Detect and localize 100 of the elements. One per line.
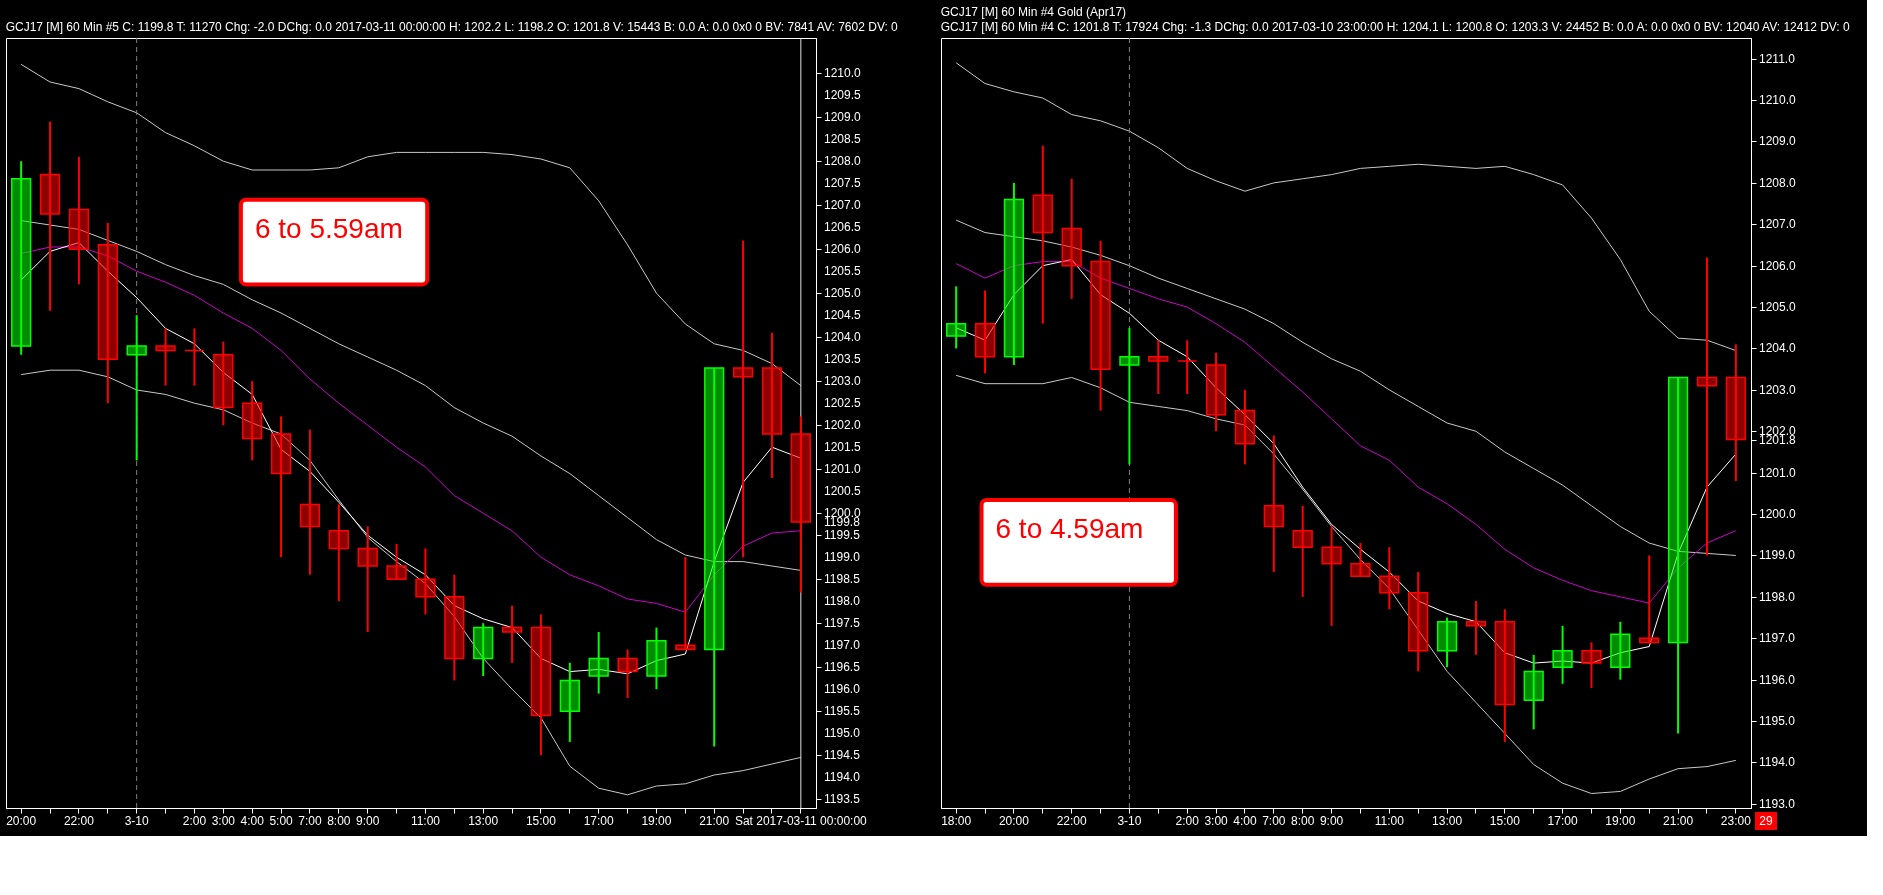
x-tick-label: 17:00 bbox=[1547, 813, 1578, 828]
x-tick-label: 4:00 bbox=[1233, 813, 1257, 828]
x-tick-label: 19:00 bbox=[641, 813, 672, 828]
candlestick bbox=[1494, 608, 1515, 743]
candlestick bbox=[790, 415, 811, 594]
candlestick bbox=[1090, 239, 1111, 412]
x-tick-label: 4:00 bbox=[240, 813, 265, 828]
x-tick-label: 13:00 bbox=[1432, 813, 1463, 828]
x-tick-label: 18:00 bbox=[941, 813, 972, 828]
y-tick-label: 1197.0 bbox=[1759, 631, 1796, 646]
candlestick bbox=[559, 661, 580, 743]
candlestick bbox=[1379, 546, 1400, 611]
y-tick-label: 1204.0 bbox=[824, 330, 862, 345]
y-tick-label: 1208.0 bbox=[824, 154, 862, 169]
y-tick-label: 1200.5 bbox=[824, 484, 862, 499]
candlestick bbox=[588, 631, 609, 695]
candlestick bbox=[1292, 504, 1313, 598]
candlestick bbox=[974, 289, 996, 375]
x-tick-label: 7:00 bbox=[298, 813, 322, 828]
y-tick-label: 1203.0 bbox=[1759, 382, 1797, 397]
candlestick bbox=[646, 626, 667, 691]
line-series bbox=[955, 219, 1737, 556]
candlestick bbox=[184, 327, 205, 387]
y-tick-label: 1194.0 bbox=[824, 770, 861, 785]
x-tick-label: 9:00 bbox=[356, 813, 380, 828]
x-tick-label: 2:00 bbox=[182, 813, 207, 828]
line-series bbox=[955, 62, 1737, 352]
candlestick bbox=[299, 428, 321, 576]
x-tick-label: 11:00 bbox=[1374, 813, 1405, 828]
candlestick bbox=[946, 285, 967, 350]
x-tick-label: 5:00 bbox=[269, 813, 294, 828]
y-tick-label: 1198.5 bbox=[824, 572, 861, 587]
candlestick bbox=[761, 331, 783, 479]
candlestick bbox=[357, 525, 378, 633]
candlestick bbox=[126, 314, 147, 462]
candlestick bbox=[1408, 571, 1429, 673]
x-tick-label: 3-10 bbox=[1117, 813, 1142, 828]
x-tick-label: 3:00 bbox=[211, 813, 236, 828]
x-tick-label: 20:00 bbox=[6, 813, 37, 828]
annotation: 6 to 4.59am bbox=[995, 513, 1144, 544]
y-tick-label: 1196.5 bbox=[824, 660, 861, 675]
line-series bbox=[20, 246, 802, 613]
candlestick bbox=[617, 648, 638, 699]
candlestick bbox=[1119, 326, 1140, 466]
y-tick-label: 1199.0 bbox=[824, 550, 861, 565]
candlestick bbox=[1465, 600, 1487, 656]
y-tick-label: 1195.5 bbox=[824, 704, 861, 719]
line-series bbox=[20, 220, 802, 571]
candlestick bbox=[155, 327, 176, 387]
candlestick bbox=[270, 415, 292, 559]
y-tick-label: 1210.0 bbox=[824, 66, 862, 81]
candlestick bbox=[1321, 525, 1342, 627]
candlestick bbox=[1552, 624, 1573, 685]
candlestick bbox=[704, 367, 725, 748]
x-tick-label: 3-10 bbox=[124, 813, 149, 828]
candlestick bbox=[1436, 616, 1458, 669]
x-tick-label: 19:00 bbox=[1605, 813, 1636, 828]
candlestick bbox=[1061, 177, 1082, 300]
line-series bbox=[20, 242, 802, 675]
chart-title: GCJ17 [M] 60 Min #4 Gold (Apr17) bbox=[940, 4, 1127, 19]
candlestick bbox=[675, 556, 696, 651]
y-tick-label: 1194.5 bbox=[824, 748, 861, 763]
y-tick-label: 1204.5 bbox=[824, 308, 862, 323]
candlestick bbox=[1032, 144, 1053, 325]
x-tick-label: 15:00 bbox=[525, 813, 557, 828]
line-series bbox=[955, 374, 1737, 795]
y-tick-label: 1206.5 bbox=[824, 220, 862, 235]
y-tick-label: 1207.5 bbox=[824, 176, 862, 191]
candlestick bbox=[213, 340, 234, 427]
candlestick bbox=[1205, 351, 1227, 433]
y-tick-label: 1193.5 bbox=[824, 792, 861, 807]
line-series bbox=[955, 261, 1737, 604]
candlestick bbox=[501, 604, 523, 664]
x-tick-label: 8:00 bbox=[1291, 813, 1315, 828]
y-tick-label: 1208.0 bbox=[1759, 175, 1797, 190]
y-tick-label: 1198.0 bbox=[1759, 589, 1796, 604]
y-tick-label: 1205.0 bbox=[1759, 300, 1797, 315]
x-tick-label: 23:00 bbox=[1720, 813, 1752, 828]
candlestick bbox=[1581, 641, 1602, 689]
y-tick-label: 1199.0 bbox=[1759, 548, 1796, 563]
y-tick-label: 1207.0 bbox=[1759, 217, 1797, 232]
y-tick-label: 1206.0 bbox=[824, 242, 862, 257]
y-tick-label: 1202.0 bbox=[824, 418, 862, 433]
candlestick bbox=[1003, 181, 1025, 367]
candlestick bbox=[1523, 653, 1544, 731]
y-tick-label: 1202.5 bbox=[824, 396, 862, 411]
y-tick-label: 1194.0 bbox=[1759, 755, 1796, 770]
y-tick-label: 1196.0 bbox=[824, 682, 861, 697]
x-tick-label: 22:00 bbox=[63, 813, 95, 828]
candlestick bbox=[444, 573, 465, 682]
text: 29 bbox=[1759, 814, 1773, 828]
x-tick-label: 17:00 bbox=[583, 813, 615, 828]
candlestick bbox=[39, 120, 61, 312]
candlestick bbox=[473, 622, 494, 677]
candlestick bbox=[1177, 339, 1198, 396]
y-tick-label: 1204.0 bbox=[1759, 341, 1797, 356]
x-tick-label: Sat 2017-03-11 00:00:00 bbox=[734, 813, 868, 828]
y-tick-label: 1200.0 bbox=[1759, 507, 1797, 522]
y-tick-label: 1211.0 bbox=[1759, 51, 1796, 66]
line-series bbox=[20, 63, 802, 387]
